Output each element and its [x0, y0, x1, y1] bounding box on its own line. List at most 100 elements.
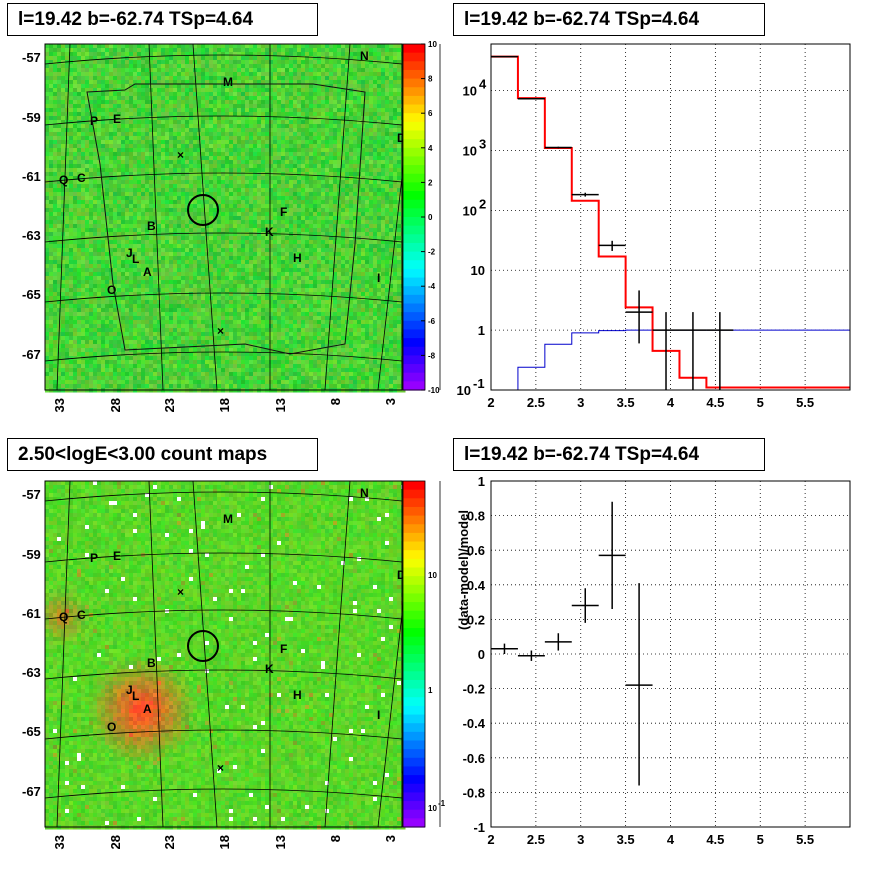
x-tick-label: 5.5 — [796, 395, 814, 410]
y-axis-label: (data-model)/model — [456, 510, 471, 630]
source-label: G — [402, 329, 411, 343]
lat-grid-line — [44, 788, 403, 799]
lat-grid-line — [44, 115, 403, 126]
source-label: D — [397, 131, 406, 145]
source-label: Q — [59, 173, 68, 187]
source-label: N — [360, 486, 369, 500]
lon-tick-label: 18 — [217, 398, 232, 412]
source-label: O — [107, 720, 116, 734]
source-label: J — [126, 683, 133, 697]
source-label: B — [147, 219, 156, 233]
colorbar-tick: 0 — [428, 213, 433, 222]
colorbar-tick: -8 — [428, 351, 436, 360]
cross-marker: × — [217, 324, 224, 338]
x-tick-label: 4.5 — [706, 395, 724, 410]
x-tick-label: 4 — [667, 395, 675, 410]
lat-tick-label: -59 — [22, 110, 41, 125]
y-tick-label: 10 — [457, 383, 471, 398]
lon-grid-line — [56, 480, 71, 828]
source-label: N — [360, 49, 369, 63]
source-label: M — [223, 512, 233, 526]
x-tick-label: 5.5 — [796, 832, 814, 847]
y-tick-label: 10 — [463, 143, 477, 158]
bottom-left-title: 2.50<logE<3.00 count maps — [7, 438, 318, 471]
y-tick-label: -0.6 — [463, 751, 485, 766]
source-label: P — [90, 114, 98, 128]
x-tick-label: 2 — [487, 832, 494, 847]
x-tick-label: 5 — [757, 832, 764, 847]
colorbar-tick: 2 — [428, 178, 433, 187]
y-tick-label: 0.8 — [467, 509, 485, 524]
source-label: B — [147, 656, 156, 670]
lat-grid-line — [44, 351, 403, 362]
y-tick-sup: 2 — [479, 196, 486, 211]
x-tick-label: 3.5 — [617, 395, 635, 410]
lat-tick-label: -63 — [22, 665, 41, 680]
map-frame — [44, 43, 403, 391]
source-label: O — [107, 283, 116, 297]
lon-grid-line — [56, 43, 71, 391]
source-label: A — [143, 265, 152, 279]
colorbar-tick: 10 — [428, 571, 437, 580]
lat-tick-label: -59 — [22, 547, 41, 562]
lat-grid-line — [44, 172, 403, 183]
source-label: C — [77, 608, 86, 622]
lon-tick-label: 28 — [108, 398, 123, 412]
lon-tick-label: 3 — [383, 835, 398, 842]
source-label: G — [402, 766, 411, 780]
colorbar-tick: -1 — [438, 799, 446, 808]
y-tick-label: 0.6 — [467, 543, 485, 558]
lon-tick-label: 13 — [273, 835, 288, 849]
y-tick-label: 10 — [463, 84, 477, 99]
lat-grid-line — [44, 292, 403, 303]
lat-tick-label: -67 — [22, 784, 41, 799]
source-circle — [187, 630, 219, 662]
y-tick-label: 1 — [478, 474, 485, 489]
count-map: N M P E D Q C F B K J L H A I O G -57 -59 -61 -63 -65 -67 33 28 2… — [22, 480, 441, 849]
lon-tick-label: 13 — [273, 398, 288, 412]
colorbar-tick: 6 — [428, 109, 433, 118]
y-tick-label: 0.2 — [467, 612, 485, 627]
lon-grid-line — [148, 480, 164, 828]
map-frame — [44, 480, 403, 828]
residual-chart: 2 2.5 3 3.5 4 4.5 5 5.5 -1 -0.8 -0.6 -0.4 -0.2 0 0.2 0.… — [456, 474, 851, 847]
source-label: D — [397, 568, 406, 582]
colorbar-tick: -2 — [428, 248, 436, 257]
source-label: L — [132, 252, 139, 266]
source-label: M — [223, 75, 233, 89]
source-label: H — [293, 251, 302, 265]
x-tick-label: 3 — [577, 832, 584, 847]
lon-tick-label: 28 — [108, 835, 123, 849]
lat-grid-line — [44, 232, 403, 243]
lon-tick-label: 23 — [162, 398, 177, 412]
lon-tick-label: 23 — [162, 835, 177, 849]
source-label: E — [113, 549, 121, 563]
source-label: A — [143, 702, 152, 716]
y-tick-label: -0.8 — [463, 785, 485, 800]
lat-grid-line — [44, 54, 403, 65]
model-total-line — [491, 55, 850, 389]
cross-marker: × — [177, 585, 184, 599]
lon-grid-line — [192, 480, 218, 828]
y-tick-label: -0.2 — [463, 682, 485, 697]
colorbar-tick: 8 — [428, 75, 433, 84]
x-tick-label: 3.5 — [617, 832, 635, 847]
lon-tick-label: 8 — [328, 835, 343, 842]
source-label: H — [293, 688, 302, 702]
lon-grid-line — [377, 480, 418, 828]
source-label: L — [132, 689, 139, 703]
colorbar-tick: 10 — [428, 804, 437, 813]
source-label: E — [113, 112, 121, 126]
colorbar-tick: -10 — [428, 386, 440, 395]
lon-grid-line — [324, 480, 351, 828]
lat-tick-label: -63 — [22, 228, 41, 243]
lat-tick-label: -61 — [22, 169, 41, 184]
bottom-right-title: l=19.42 b=-62.74 TSp=4.64 — [453, 438, 765, 471]
lon-tick-label: 33 — [52, 835, 67, 849]
lat-grid-line — [44, 491, 403, 502]
y-tick-label: 10 — [471, 263, 485, 278]
colorbar-tick: 1 — [428, 686, 433, 695]
